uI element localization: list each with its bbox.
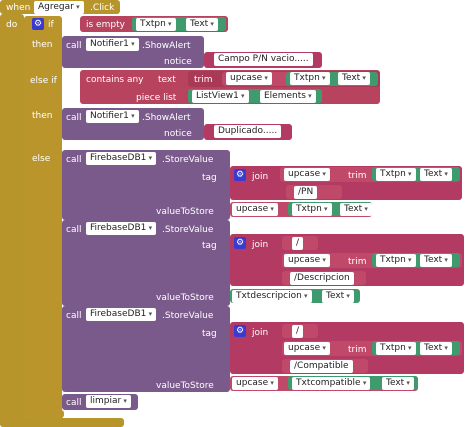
join-label-2: join	[252, 240, 269, 250]
tag-label-2: tag	[202, 241, 217, 251]
when-label: when	[6, 3, 31, 13]
notice-label-1: notice	[164, 57, 192, 67]
text-dropdown-3[interactable]: Text	[420, 168, 452, 181]
then2-label: then	[32, 111, 53, 121]
slash-string-1[interactable]: /	[292, 237, 304, 250]
trim-label-1: trim	[194, 75, 213, 85]
upcase-dropdown-5[interactable]: upcase	[284, 342, 330, 355]
text-dropdown-6[interactable]: Text	[322, 290, 354, 303]
event-component-dropdown[interactable]: Agregar	[34, 1, 84, 14]
txtpn-dropdown-6[interactable]: Txtpn	[376, 342, 416, 355]
call-label-5: call	[66, 311, 82, 321]
call-label-2: call	[66, 113, 82, 123]
valuetostore-label-1: valueToStore	[156, 207, 214, 217]
showalert-label-2: .ShowAlert	[142, 113, 191, 123]
pn-string[interactable]: /PN	[294, 186, 318, 199]
contains-text-label: text	[158, 75, 176, 85]
txtpn-dropdown[interactable]: Txtpn	[136, 18, 176, 31]
txtpn-dropdown-2[interactable]: Txtpn	[290, 72, 330, 85]
call-label: call	[66, 41, 82, 51]
event-name-label: .Click	[90, 3, 115, 13]
firebase-dropdown-2[interactable]: FirebaseDB1	[86, 222, 157, 235]
text-dropdown-2[interactable]: Text	[338, 72, 370, 85]
compatible-string[interactable]: /Compatible	[290, 360, 353, 373]
upcase-dropdown-4[interactable]: upcase	[284, 254, 330, 267]
slash-string-2[interactable]: /	[292, 325, 304, 338]
notifier-dropdown-2[interactable]: Notifier1	[86, 110, 139, 123]
event-do-body	[0, 14, 24, 427]
if-block[interactable]	[24, 16, 62, 420]
firebase-dropdown-1[interactable]: FirebaseDB1	[86, 152, 157, 165]
alert-message-1[interactable]: Campo P/N vacio.....	[214, 53, 313, 66]
then-label: then	[32, 40, 53, 50]
join-label-3: join	[252, 328, 269, 338]
join-label-1: join	[252, 172, 269, 182]
text-dropdown-4[interactable]: Text	[340, 203, 372, 216]
notifier-dropdown-1[interactable]: Notifier1	[86, 38, 139, 51]
text-dropdown-5[interactable]: Text	[420, 254, 452, 267]
event-block-bottom	[0, 418, 124, 427]
upcase-dropdown-3[interactable]: upcase	[232, 203, 278, 216]
call-label-6: call	[66, 398, 82, 408]
join-gear-icon-2[interactable]: ⚙	[234, 237, 246, 249]
alert-message-2[interactable]: Duplicado.....	[214, 125, 282, 138]
piece-list-label: piece list	[136, 93, 177, 103]
trim-label-3: trim	[348, 257, 367, 267]
text-dropdown-8[interactable]: Text	[382, 377, 414, 390]
call-label-3: call	[66, 155, 82, 165]
notice-label-2: notice	[164, 129, 192, 139]
upcase-dropdown-2[interactable]: upcase	[284, 168, 330, 181]
if-label: if	[48, 20, 54, 30]
elseif-label: else if	[30, 76, 57, 86]
trim-label-2: trim	[348, 171, 367, 181]
contains-any-label: contains any	[86, 75, 144, 85]
storevalue-label-3: .StoreValue	[162, 311, 214, 321]
join-gear-icon-3[interactable]: ⚙	[234, 325, 246, 337]
else-label: else	[32, 154, 51, 164]
limpiar-dropdown[interactable]: limpiar	[86, 395, 131, 408]
storevalue-label-1: .StoreValue	[162, 155, 214, 165]
txtpn-dropdown-3[interactable]: Txtpn	[376, 168, 416, 181]
firebase-dropdown-3[interactable]: FirebaseDB1	[86, 308, 157, 321]
upcase-dropdown-6[interactable]: upcase	[232, 377, 278, 390]
upcase-dropdown-1[interactable]: upcase	[226, 72, 272, 85]
mutator-gear-icon[interactable]: ⚙	[32, 18, 44, 30]
txtpn-dropdown-4[interactable]: Txtpn	[292, 203, 332, 216]
showalert-label-1: .ShowAlert	[142, 41, 191, 51]
text-dropdown-7[interactable]: Text	[420, 342, 452, 355]
if-block-bottom	[24, 410, 64, 418]
tag-label-1: tag	[202, 173, 217, 183]
elements-dropdown[interactable]: Elements	[260, 90, 316, 103]
txtpn-dropdown-5[interactable]: Txtpn	[376, 254, 416, 267]
storevalue-label-2: .StoreValue	[162, 225, 214, 235]
call-label-4: call	[66, 225, 82, 235]
trim-label-4: trim	[348, 345, 367, 355]
tag-label-3: tag	[202, 329, 217, 339]
join-gear-icon-1[interactable]: ⚙	[234, 169, 246, 181]
txtdescripcion-dropdown[interactable]: Txtdescripcion	[232, 290, 312, 303]
listview-dropdown[interactable]: ListView1	[192, 90, 249, 103]
valuetostore-label-2: valueToStore	[156, 293, 214, 303]
is-empty-label: is empty	[86, 20, 125, 30]
do-label: do	[6, 20, 18, 30]
descripcion-string[interactable]: /Descripcion	[290, 272, 354, 285]
txtcompatible-dropdown[interactable]: Txtcompatible	[292, 377, 371, 390]
text-prop-dropdown[interactable]: Text	[186, 18, 218, 31]
valuetostore-label-3: valueToStore	[156, 381, 214, 391]
